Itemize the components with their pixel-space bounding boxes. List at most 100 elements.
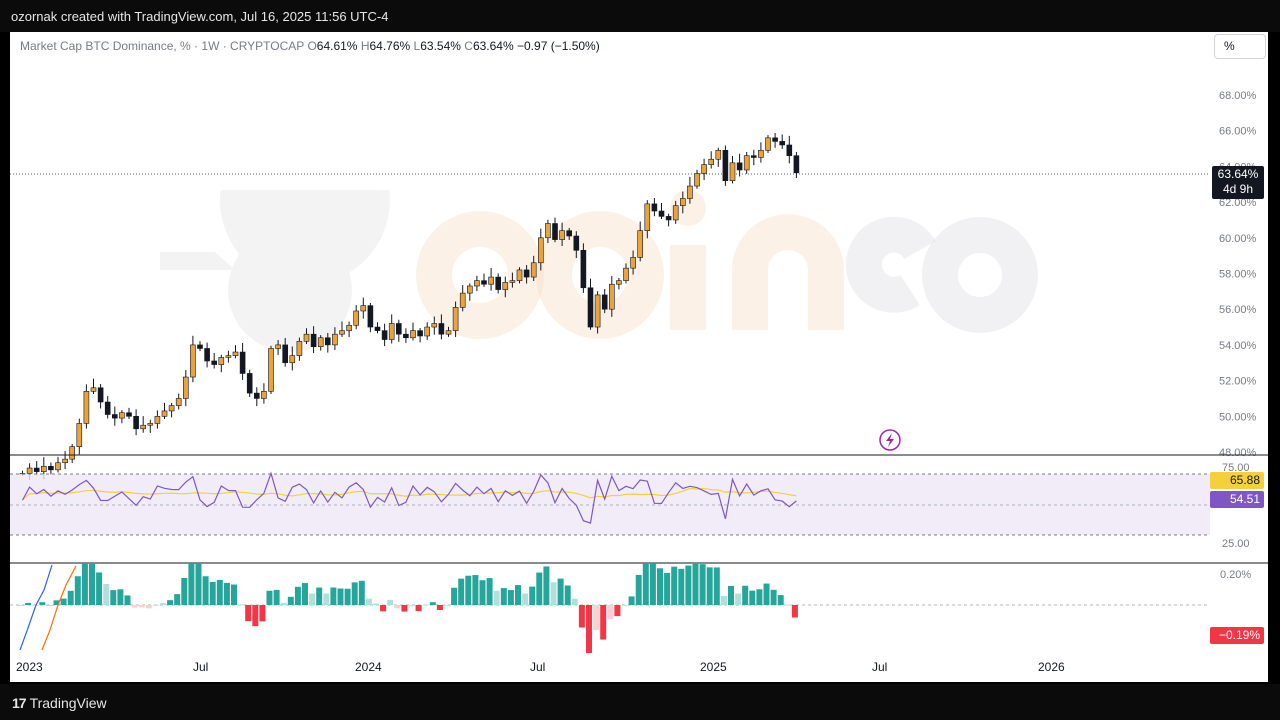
price-tick-label: 58.00% bbox=[1219, 269, 1257, 281]
candle-body bbox=[566, 230, 573, 237]
macd-histogram-bar bbox=[692, 563, 699, 605]
macd-histogram-bar bbox=[259, 605, 266, 622]
macd-histogram-bar bbox=[607, 605, 614, 620]
macd-histogram-bar bbox=[81, 563, 88, 605]
price-tick-label: 60.00% bbox=[1219, 233, 1257, 245]
candle-body bbox=[601, 294, 608, 310]
legend-h-label: H bbox=[360, 39, 370, 53]
candle-body bbox=[630, 257, 636, 269]
candle-body bbox=[594, 294, 601, 328]
macd-histogram-bar bbox=[273, 589, 280, 605]
candle-body bbox=[502, 282, 509, 290]
tradingview-wordmark: TradingView bbox=[29, 695, 107, 711]
attribution-text: ozornak created with TradingView.com, Ju… bbox=[11, 9, 389, 24]
candle-body bbox=[303, 333, 310, 342]
candle-body bbox=[750, 155, 757, 158]
candle-body bbox=[509, 280, 516, 283]
macd-histogram-bar bbox=[394, 605, 401, 609]
candle-body bbox=[665, 216, 672, 221]
macd-histogram-bar bbox=[735, 593, 742, 605]
macd-histogram-bar bbox=[387, 599, 394, 605]
candle-body bbox=[438, 323, 445, 335]
rsi-tick-25: 25.00 bbox=[1222, 538, 1250, 550]
flash-icon[interactable] bbox=[879, 429, 901, 451]
price-tick-label: 68.00% bbox=[1219, 90, 1257, 102]
signal-line bbox=[41, 565, 77, 651]
candle-body bbox=[445, 330, 452, 335]
candle-body bbox=[232, 351, 239, 356]
macd-histogram-bar bbox=[444, 605, 450, 607]
macd-histogram-bar bbox=[529, 586, 536, 605]
candles-group bbox=[19, 133, 800, 480]
macd-histogram-bar bbox=[124, 595, 131, 605]
macd-histogram-bar bbox=[46, 605, 53, 606]
candle-body bbox=[545, 223, 551, 239]
candle-body bbox=[104, 401, 111, 415]
macd-histogram-bar bbox=[784, 604, 791, 606]
macd-histogram-bar bbox=[330, 587, 337, 605]
macd-histogram-bar bbox=[791, 605, 798, 618]
macd-histogram-bar bbox=[564, 585, 571, 605]
macd-histogram-bar bbox=[280, 602, 287, 605]
bottom-bar bbox=[0, 684, 1280, 720]
candle-body bbox=[424, 326, 431, 337]
candle-body bbox=[168, 405, 175, 412]
macd-histogram-bar bbox=[500, 588, 507, 605]
chart-frame[interactable] bbox=[10, 32, 1268, 682]
macd-histogram-bar bbox=[131, 605, 138, 608]
macd-histogram-bar bbox=[223, 582, 230, 605]
macd-histogram-bar bbox=[713, 567, 720, 605]
candle-body bbox=[282, 344, 289, 364]
candle-body bbox=[83, 391, 90, 424]
macd-histogram-bar bbox=[642, 563, 649, 605]
last-price-value: 63.64% bbox=[1217, 167, 1259, 181]
macd-histogram-bar bbox=[188, 563, 195, 605]
macd-histogram-bar bbox=[67, 590, 74, 605]
candle-body bbox=[779, 141, 786, 146]
price-tick-label: 50.00% bbox=[1219, 411, 1257, 423]
candle-body bbox=[346, 324, 352, 331]
time-tick-label: 2025 bbox=[700, 660, 727, 674]
candle-body bbox=[431, 323, 438, 328]
candle-body bbox=[55, 462, 61, 471]
coinspot-watermark bbox=[160, 190, 1038, 352]
percent-scale-button[interactable]: % bbox=[1214, 34, 1266, 59]
candle-body bbox=[459, 292, 466, 308]
candle-body bbox=[516, 269, 523, 281]
macd-histogram-bar bbox=[152, 605, 159, 606]
candle-body bbox=[183, 376, 189, 399]
macd-histogram-bar bbox=[507, 590, 514, 605]
macd-histogram-bar bbox=[543, 566, 550, 605]
candle-body bbox=[97, 387, 104, 403]
candle-body bbox=[310, 333, 317, 347]
macd-histogram-bar bbox=[657, 568, 663, 605]
tradingview-logo[interactable]: 17 TradingView bbox=[12, 695, 107, 711]
macd-histogram-bar bbox=[614, 605, 621, 617]
rsi-ma-value-label: 65.88 bbox=[1210, 472, 1264, 489]
macd-histogram-bar bbox=[195, 563, 202, 605]
macd-histogram-bar bbox=[216, 579, 223, 605]
price-tick-label: 48.00% bbox=[1219, 447, 1257, 459]
macd-histogram-bar bbox=[472, 575, 479, 605]
macd-histogram-bar bbox=[160, 603, 166, 605]
macd-histogram-bar bbox=[145, 605, 152, 609]
macd-histogram-bar bbox=[720, 595, 727, 605]
price-tick-label: 54.00% bbox=[1219, 340, 1257, 352]
legend-l-label: L bbox=[413, 39, 421, 53]
macd-tick-020: 0.20% bbox=[1220, 569, 1251, 581]
macd-histogram-bar bbox=[351, 582, 358, 605]
price-tick-label: 66.00% bbox=[1219, 126, 1257, 138]
macd-histogram-bar bbox=[358, 580, 365, 605]
candle-body bbox=[268, 348, 274, 392]
candle-body bbox=[76, 423, 83, 447]
macd-histogram-bar bbox=[635, 574, 642, 605]
candle-body bbox=[729, 162, 736, 181]
macd-histogram-bar bbox=[103, 584, 110, 605]
price-tick-label: 62.00% bbox=[1219, 197, 1257, 209]
candle-body bbox=[140, 424, 146, 430]
price-tick-label: 52.00% bbox=[1219, 376, 1257, 388]
candle-body bbox=[33, 467, 40, 472]
candle-body bbox=[623, 267, 629, 281]
macd-histogram-bar bbox=[245, 605, 252, 622]
